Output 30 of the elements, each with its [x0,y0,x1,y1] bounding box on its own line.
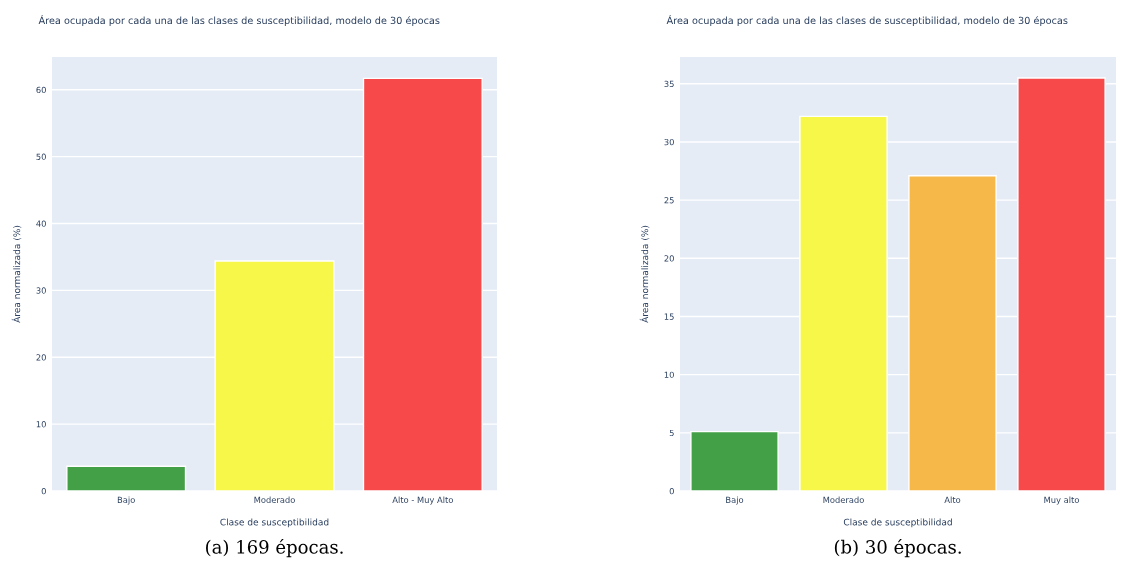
y-tick-label: 60 [36,86,46,94]
y-tick-label: 20 [36,354,46,361]
x-tick-label: Alto - Muy Alto [392,496,453,505]
text: (b) 30 épocas. [834,539,961,558]
y-axis-title: Área normalizada (%) [11,225,22,323]
y-tick-label: 40 [36,220,46,227]
y-tick-label: 10 [664,371,674,378]
y-tick-label: 50 [36,153,46,160]
y-tick-label: 25 [664,197,674,204]
chart-title: Área ocupada por cada una de las clases de susceptibilidad, modelo de 30 épocas [38,14,440,26]
x-tick-label: Moderado [823,496,864,504]
y-tick-label: 30 [664,138,674,146]
chart-title: Área ocupada por cada una de las clases de susceptibilidad, modelo de 30 épocas [666,14,1068,26]
y-axis-title: Área normalizada (%) [639,225,650,323]
y-tick-label: 5 [669,429,674,437]
x-tick-label: Bajo [117,496,135,505]
y-tick-label: 30 [36,287,46,294]
y-tick-label: 15 [664,313,674,320]
x-axis-title: Clase de susceptibilidad [220,518,329,528]
y-tick-label: 0 [41,487,46,495]
x-tick-label: Moderado [254,496,295,504]
x-tick-label: Muy alto [1044,496,1079,505]
y-tick-label: 20 [664,255,674,262]
text: (a) 169 épocas. [206,539,343,558]
y-tick-label: 10 [36,421,46,428]
x-axis-title: Clase de susceptibilidad [843,518,952,528]
y-tick-label: 35 [664,80,674,88]
y-tick-label: 0 [669,487,674,495]
x-tick-label: Alto [944,496,961,504]
x-tick-label: Bajo [726,496,744,505]
